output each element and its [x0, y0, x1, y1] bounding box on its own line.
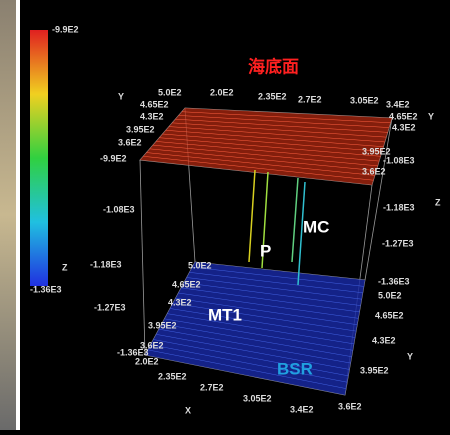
- separator: [16, 0, 20, 430]
- tick-label: 3.95E2: [148, 320, 177, 330]
- tick-label: 5.0E2: [378, 290, 402, 300]
- photo-edge: [0, 0, 16, 430]
- tick-label: 3.4E2: [290, 404, 314, 414]
- annotation: MT1: [208, 305, 242, 324]
- tick-label: -1.27E3: [382, 238, 414, 248]
- axis-label: Y: [407, 351, 413, 361]
- tick-label: 3.6E2: [362, 166, 386, 176]
- tick-label: 5.0E2: [158, 87, 182, 97]
- tick-label: 2.7E2: [298, 94, 322, 104]
- axis-label: Y: [428, 111, 434, 121]
- tick-label: 2.35E2: [258, 91, 287, 101]
- tick-label: 4.3E2: [372, 335, 396, 345]
- tick-label: 3.6E2: [338, 401, 362, 411]
- tick-label: 4.65E2: [140, 99, 169, 109]
- tick-label: -9.9E2: [100, 153, 127, 163]
- tick-label: 2.0E2: [210, 87, 234, 97]
- tick-label: 2.0E2: [135, 356, 159, 366]
- tick-label: 4.3E2: [168, 297, 192, 307]
- colorbar-min: -1.36E3: [30, 284, 62, 294]
- tick-label: -1.08E3: [103, 204, 135, 214]
- annotation: P: [260, 241, 271, 260]
- tick-label: 4.3E2: [392, 122, 416, 132]
- tick-label: -1.08E3: [383, 155, 415, 165]
- tick-label: 3.6E2: [118, 137, 142, 147]
- tick-label: -1.18E3: [383, 202, 415, 212]
- axis-label: Z: [435, 197, 441, 207]
- annotation: BSR: [277, 359, 313, 378]
- viewer: -9.9E2 Z -1.36E3 海底面 MC P MT1 BSR Y X Z Y Y 5.0E2 2.0E…: [0, 0, 450, 430]
- annotation: 海底面: [248, 56, 299, 76]
- tick-label: 3.05E2: [350, 95, 379, 105]
- tick-label: 3.95E2: [360, 365, 389, 375]
- tick-label: -1.36E3: [378, 276, 410, 286]
- tick-label: 2.35E2: [158, 371, 187, 381]
- tick-label: 4.65E2: [375, 310, 404, 320]
- axis-label: Y: [118, 91, 124, 101]
- colorbar-label: Z: [62, 262, 68, 272]
- tick-label: 4.65E2: [389, 111, 418, 121]
- tick-label: 4.3E2: [140, 111, 164, 121]
- tick-label: 3.95E2: [126, 124, 155, 134]
- tick-label: 3.05E2: [243, 393, 272, 403]
- tick-label: 3.4E2: [386, 99, 410, 109]
- tick-label: -1.27E3: [94, 302, 126, 312]
- tick-label: -1.18E3: [90, 259, 122, 269]
- tick-label: 5.0E2: [188, 260, 212, 270]
- colorbar-max: -9.9E2: [52, 24, 79, 34]
- colorbar: [30, 30, 48, 286]
- tick-label: 2.7E2: [200, 382, 224, 392]
- tick-label: 4.65E2: [172, 279, 201, 289]
- annotation: MC: [303, 217, 329, 236]
- axis-label: X: [185, 405, 191, 415]
